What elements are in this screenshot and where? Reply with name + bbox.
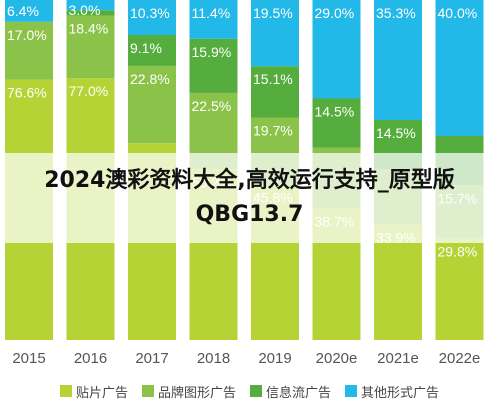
bar-segment — [128, 35, 176, 66]
legend-swatch-pre-roll — [59, 385, 72, 397]
segment-data-label: 11.4% — [192, 5, 231, 21]
bar-segment — [251, 0, 299, 67]
overlay-banner: 2024澳彩资料大全,高效运行支持_原型版QBG13.7 — [0, 153, 499, 243]
legend-label-brand-graphic: 品牌图形广告 — [157, 384, 236, 400]
bar-segment — [374, 0, 422, 120]
bar-segment — [5, 0, 53, 22]
x-tick-label: 2018 — [197, 350, 230, 367]
segment-data-label: 15.9% — [192, 44, 232, 60]
segment-data-label: 6.4% — [7, 3, 39, 19]
segment-data-label: 29.0% — [315, 5, 355, 21]
segment-data-label: 15.1% — [253, 71, 293, 87]
segment-data-label: 14.5% — [376, 125, 416, 141]
segment-data-label: 10.3% — [130, 5, 170, 21]
segment-data-label: 22.5% — [192, 98, 232, 114]
bar-segment — [128, 0, 176, 35]
bar-segment — [435, 238, 484, 340]
segment-data-label: 76.6% — [7, 85, 47, 101]
legend-label-pre-roll: 贴片广告 — [75, 384, 128, 400]
x-tick-label: 2016 — [74, 350, 107, 367]
bar-segment — [251, 66, 299, 118]
x-axis-ticks: 2015 2016 2017 2018 2019 2020e 2021e 2022e — [12, 350, 480, 367]
bar-segment — [312, 0, 361, 99]
segment-data-label: 19.7% — [253, 123, 293, 139]
legend: 贴片广告 品牌图形广告 信息流广告 其他形式广告 — [0, 378, 499, 404]
x-tick-label: 2022e — [439, 350, 481, 367]
x-tick-label: 2020e — [316, 350, 358, 367]
segment-data-label: 17.0% — [7, 27, 47, 43]
segment-data-label: 77.0% — [69, 83, 109, 99]
bar-segment — [66, 10, 115, 16]
bar-segment — [189, 38, 238, 93]
legend-item-pre-roll: 贴片广告 — [59, 382, 128, 401]
segment-data-label: 18.4% — [69, 21, 109, 37]
bar-segment — [374, 224, 422, 340]
legend-item-other: 其他形式广告 — [345, 382, 439, 401]
legend-item-brand-graphic: 品牌图形广告 — [141, 382, 236, 401]
bar-segment — [66, 0, 115, 11]
legend-label-feed: 信息流广告 — [266, 384, 332, 400]
segment-data-label: 14.5% — [315, 104, 355, 120]
segment-data-label: 19.5% — [253, 5, 293, 21]
legend-item-feed: 信息流广告 — [250, 382, 331, 401]
bar-segment — [312, 98, 361, 148]
x-tick-label: 2017 — [135, 350, 168, 367]
legend-swatch-feed — [250, 385, 262, 397]
x-tick-label: 2019 — [258, 350, 291, 367]
x-tick-label: 2021e — [377, 350, 419, 367]
segment-data-label: 22.8% — [130, 71, 170, 87]
bar-segment — [435, 0, 484, 136]
segment-data-label: 9.1% — [130, 40, 162, 56]
segment-data-label: 35.3% — [376, 5, 416, 21]
x-tick-label: 2015 — [12, 350, 45, 367]
bar-segment — [66, 15, 115, 79]
bar-segment — [5, 21, 53, 80]
banner-title: 2024澳彩资料大全,高效运行支持_原型版QBG13.7 — [44, 168, 455, 227]
segment-data-label: 3.0% — [69, 2, 101, 18]
bar-segment — [128, 65, 176, 144]
bar-segment — [189, 0, 238, 39]
legend-swatch-brand-graphic — [141, 385, 154, 397]
segment-data-label: 40.0% — [438, 5, 478, 21]
legend-swatch-other — [345, 385, 358, 397]
legend-label-other: 其他形式广告 — [361, 384, 440, 400]
segment-data-label: 29.8% — [438, 244, 478, 260]
